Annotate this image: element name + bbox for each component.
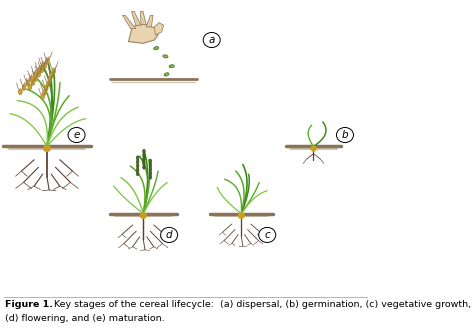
Ellipse shape	[163, 55, 168, 58]
Ellipse shape	[137, 167, 139, 172]
Ellipse shape	[48, 77, 52, 83]
Polygon shape	[132, 12, 141, 25]
Ellipse shape	[164, 73, 169, 76]
Ellipse shape	[143, 165, 145, 169]
Ellipse shape	[143, 157, 145, 162]
Polygon shape	[123, 15, 136, 29]
Ellipse shape	[33, 72, 37, 78]
Text: e: e	[73, 130, 80, 140]
Ellipse shape	[40, 67, 44, 73]
Ellipse shape	[149, 175, 152, 179]
Polygon shape	[146, 15, 153, 27]
Ellipse shape	[18, 89, 22, 95]
Ellipse shape	[22, 85, 26, 90]
Ellipse shape	[52, 68, 55, 74]
Ellipse shape	[149, 163, 152, 167]
Text: Key stages of the cereal lifecycle:  (a) dispersal, (b) germination, (c) vegetat: Key stages of the cereal lifecycle: (a) …	[48, 300, 471, 310]
Ellipse shape	[34, 75, 38, 81]
Text: b: b	[342, 130, 348, 140]
Circle shape	[337, 127, 354, 142]
Ellipse shape	[43, 63, 46, 68]
Polygon shape	[155, 23, 164, 35]
Ellipse shape	[149, 159, 152, 164]
Text: c: c	[264, 230, 270, 240]
Ellipse shape	[31, 80, 35, 86]
Circle shape	[161, 227, 178, 242]
Text: a: a	[209, 35, 215, 45]
Circle shape	[238, 213, 244, 218]
Polygon shape	[140, 12, 146, 25]
Ellipse shape	[26, 80, 29, 86]
Circle shape	[259, 227, 276, 242]
Ellipse shape	[41, 63, 45, 69]
Ellipse shape	[154, 47, 159, 50]
Ellipse shape	[143, 149, 145, 154]
Ellipse shape	[149, 167, 152, 171]
Ellipse shape	[29, 76, 33, 82]
Ellipse shape	[37, 67, 41, 73]
Polygon shape	[128, 24, 158, 43]
Text: Figure 1.: Figure 1.	[5, 300, 53, 310]
Ellipse shape	[45, 85, 48, 91]
Ellipse shape	[169, 65, 174, 68]
Circle shape	[311, 146, 316, 151]
Ellipse shape	[137, 160, 139, 164]
Ellipse shape	[46, 58, 50, 64]
Ellipse shape	[137, 156, 139, 160]
Ellipse shape	[46, 81, 50, 87]
Ellipse shape	[41, 94, 45, 100]
Ellipse shape	[143, 153, 145, 158]
Ellipse shape	[137, 171, 139, 176]
Ellipse shape	[137, 164, 139, 168]
Text: d: d	[166, 230, 173, 240]
Circle shape	[44, 145, 50, 151]
Ellipse shape	[37, 71, 41, 77]
Circle shape	[140, 213, 146, 218]
Ellipse shape	[50, 72, 54, 78]
Text: (d) flowering, and (e) maturation.: (d) flowering, and (e) maturation.	[5, 314, 165, 322]
Circle shape	[68, 127, 85, 142]
Ellipse shape	[43, 89, 46, 95]
Circle shape	[203, 33, 220, 48]
Ellipse shape	[28, 84, 32, 90]
Ellipse shape	[143, 161, 145, 165]
Ellipse shape	[149, 171, 152, 175]
